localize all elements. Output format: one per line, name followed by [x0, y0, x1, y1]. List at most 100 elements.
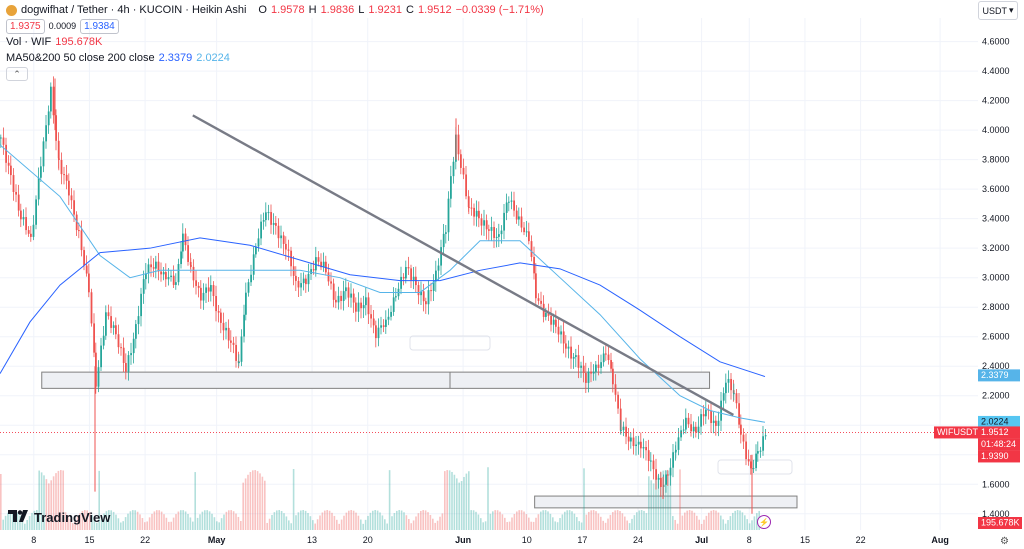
y-tick-label: 3.6000 — [982, 184, 1010, 194]
volume-bar — [326, 510, 328, 530]
candle-body — [167, 277, 170, 280]
candle-body — [667, 474, 669, 476]
volume-bar — [727, 520, 729, 530]
sell-price-button[interactable]: 1.9375 — [6, 18, 45, 34]
candle-body — [592, 371, 595, 374]
candle-body — [305, 278, 307, 285]
candle-body — [238, 361, 240, 364]
volume-bar — [91, 514, 93, 530]
brand-text: TradingView — [34, 510, 111, 525]
volume-bar — [268, 518, 271, 530]
candle-body — [200, 287, 202, 301]
candle-body — [165, 272, 167, 280]
currency-selector[interactable]: USDT ▾ — [978, 1, 1018, 20]
candle-body — [225, 327, 227, 331]
candle-body — [518, 216, 520, 220]
candle-body — [722, 393, 725, 401]
candle-body — [447, 198, 450, 233]
candle-body — [747, 459, 750, 462]
candle-body — [50, 86, 52, 112]
volume-bar — [256, 471, 259, 530]
x-tick-label: 15 — [800, 535, 810, 545]
candle-body — [692, 426, 695, 432]
gear-icon[interactable]: ⚙ — [1000, 536, 1009, 547]
candle-body — [637, 441, 640, 445]
candle-body — [385, 319, 387, 327]
volume-bar — [340, 519, 343, 530]
x-tick-label: Jul — [695, 535, 708, 545]
candle-body — [362, 305, 365, 309]
candle-body — [210, 285, 212, 292]
candle-body — [577, 355, 580, 368]
volume-bar — [614, 510, 616, 530]
volume-bar — [158, 510, 160, 530]
volume-bar — [324, 510, 326, 530]
ma50-line — [0, 144, 766, 423]
candle-body — [567, 346, 570, 349]
volume-bar — [393, 513, 396, 530]
ma-legend[interactable]: MA50&200 50 close 200 close 2.3379 2.022… — [6, 50, 544, 66]
candle-body — [555, 319, 557, 327]
volume-bar — [643, 510, 645, 530]
volume-bar — [487, 467, 489, 530]
y-tick-label: 2.8000 — [982, 302, 1010, 312]
volume-bar — [465, 473, 468, 530]
candle-body — [572, 356, 575, 359]
volume-bar — [328, 510, 331, 530]
candle-body — [483, 220, 485, 226]
volume-bar — [477, 514, 480, 530]
x-tick-label: Jun — [455, 535, 471, 545]
volume-bar — [177, 511, 180, 530]
volume-bar — [12, 510, 14, 530]
volume-bar — [597, 513, 600, 530]
candle-body — [35, 199, 37, 225]
symbol-tag-bg — [934, 426, 978, 439]
volume-bar — [612, 512, 614, 530]
volume-bar — [228, 510, 230, 530]
volume-bar — [225, 511, 228, 530]
candle-body — [335, 299, 337, 303]
volume-bar — [542, 510, 544, 530]
volume-bar — [232, 511, 235, 530]
lightning-icon[interactable]: ⚡ — [757, 515, 771, 529]
volume-bar — [506, 522, 508, 530]
candle-body — [614, 384, 617, 395]
candle-body — [355, 302, 357, 312]
candle-body — [83, 250, 85, 266]
volume-bar — [590, 510, 592, 530]
tradingview-logo[interactable]: TradingView — [8, 510, 110, 525]
volume-bar — [710, 510, 712, 530]
candle-body — [515, 210, 518, 220]
chevron-down-icon: ▾ — [1008, 5, 1014, 15]
volume-bar — [196, 517, 199, 530]
candle-body — [720, 400, 722, 421]
volume-bar — [120, 522, 122, 530]
volume-bar — [384, 519, 386, 530]
volume-bar — [374, 510, 376, 530]
volume-bar — [338, 523, 340, 530]
volume-bar — [175, 514, 177, 530]
chevron-up-icon[interactable]: ⌃ — [6, 67, 28, 81]
volume-bar — [261, 476, 264, 530]
volume-bar — [703, 519, 705, 530]
chart-legend: dogwifhat / Tether · 4h · KUCOIN · Heiki… — [6, 2, 544, 82]
candle-body — [640, 441, 642, 449]
volume-legend[interactable]: Vol · WIF 195.678K — [6, 34, 544, 50]
volume-bar — [84, 510, 86, 530]
buy-price-button[interactable]: 1.9384 — [80, 18, 119, 34]
ma50-price-tag: 2.3379 — [981, 370, 1009, 380]
y-tick-label: 4.6000 — [982, 37, 1010, 47]
candle-body — [340, 295, 342, 301]
candle-body — [427, 290, 430, 305]
volume-bar — [276, 510, 278, 530]
candle-body — [205, 287, 207, 293]
y-tick-label: 4.4000 — [982, 66, 1010, 76]
volume-bar — [144, 522, 146, 530]
candle-body — [468, 207, 470, 209]
candle-body — [150, 264, 152, 268]
candle-body — [125, 362, 127, 372]
candle-body — [332, 283, 335, 300]
candle-body — [503, 212, 505, 231]
symbol-title[interactable]: dogwifhat / Tether · 4h · KUCOIN · Heiki… — [21, 3, 247, 16]
